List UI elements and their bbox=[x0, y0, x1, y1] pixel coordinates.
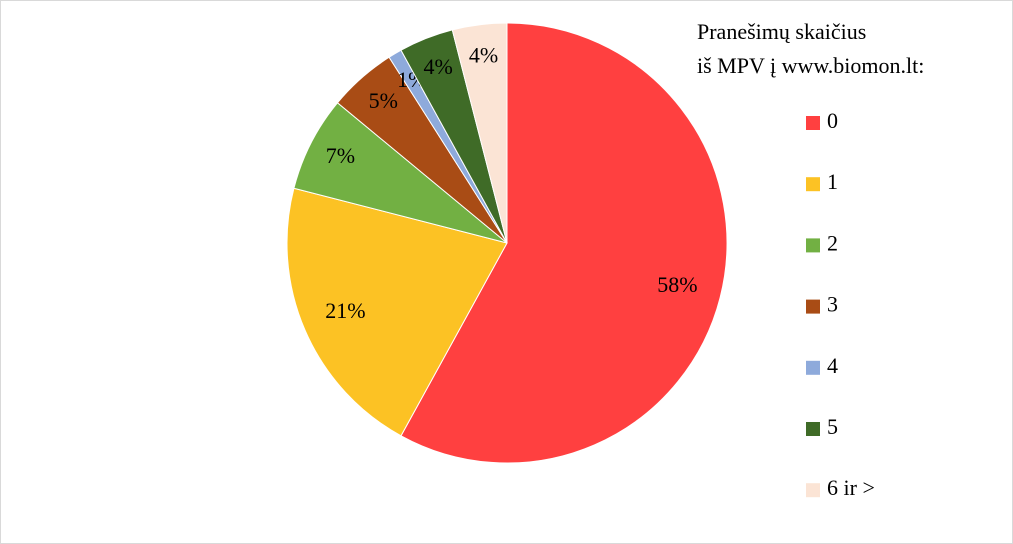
legend-marker bbox=[806, 422, 820, 436]
pie-slice bbox=[286, 187, 508, 437]
legend-label: 6 ir > bbox=[827, 475, 875, 500]
legend-marker bbox=[806, 116, 820, 130]
pie-slice bbox=[451, 22, 508, 244]
data-label: 4% bbox=[423, 54, 452, 79]
data-label: 4% bbox=[469, 43, 498, 68]
legend-label: 2 bbox=[827, 230, 838, 255]
pie-slice bbox=[400, 22, 728, 464]
data-label: 5% bbox=[369, 88, 398, 113]
legend-marker bbox=[806, 483, 820, 498]
legend-label: 5 bbox=[827, 414, 838, 439]
legend-title: iš MPV į www.biomon.lt: bbox=[697, 53, 924, 78]
legend-label: 4 bbox=[827, 353, 838, 378]
data-label: 21% bbox=[325, 298, 365, 323]
legend-marker bbox=[806, 177, 820, 192]
legend-label: 1 bbox=[827, 169, 838, 194]
legend-marker bbox=[806, 238, 820, 253]
data-label: 7% bbox=[326, 143, 355, 168]
legend-marker bbox=[806, 360, 820, 375]
legend-label: 3 bbox=[827, 292, 838, 317]
legend-label: 0 bbox=[827, 108, 838, 133]
legend-title: Pranešimų skaičius bbox=[697, 19, 866, 44]
legend-marker bbox=[806, 299, 820, 314]
data-label: 58% bbox=[657, 272, 697, 297]
